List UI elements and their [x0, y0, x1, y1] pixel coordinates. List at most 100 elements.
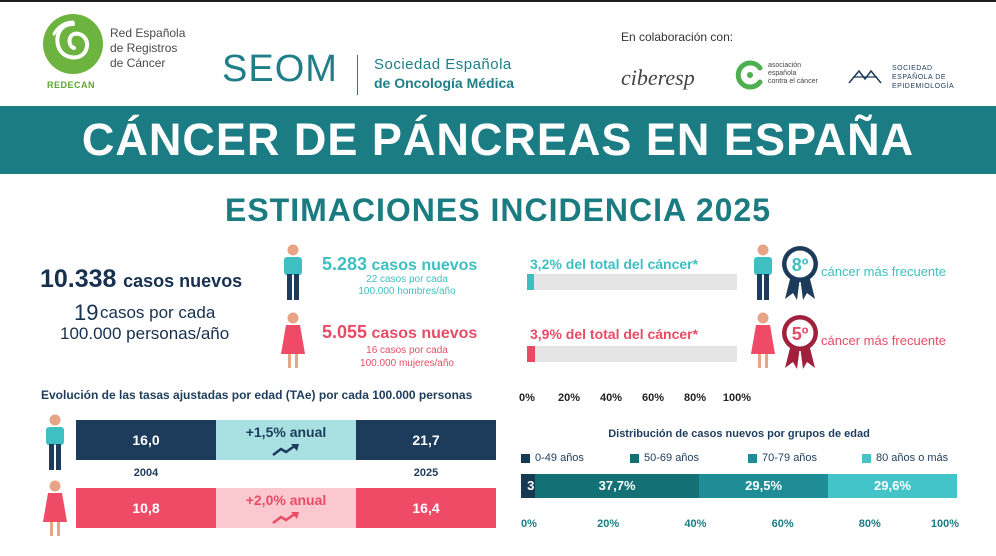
men-rank-ribbon: 8º	[781, 245, 819, 300]
age-segment	[521, 474, 535, 498]
age-distribution-bar: 3,2%37,7%29,5%29,6%	[521, 474, 957, 498]
distribution-axis-tick: 60%	[771, 518, 794, 530]
trend-up-icon	[272, 443, 299, 456]
year-end: 2025	[413, 467, 439, 479]
see-line: SOCIEDAD	[892, 65, 933, 72]
legend-label: 80 años o más	[876, 452, 949, 464]
pct-axis-tick: 100%	[722, 392, 752, 404]
women-cases: 5.055 casos nuevos	[322, 322, 477, 343]
ribbon-icon	[782, 246, 818, 300]
legend-swatch	[630, 453, 639, 463]
men-cases: 5.283 casos nuevos	[322, 254, 477, 275]
legend-item: 50-69 años	[630, 452, 699, 464]
redecan-name: Red Española de Registros de Cáncer	[110, 26, 230, 71]
total-cases: 10.338 casos nuevos	[40, 265, 242, 294]
women-rate-line2: 100.000 mujeres/año	[360, 358, 454, 369]
age-segment-label: 37,7%	[598, 478, 636, 493]
aecc-line: española	[768, 70, 797, 77]
legend-label: 50-69 años	[644, 452, 700, 464]
man-icon	[46, 414, 64, 470]
woman-icon	[751, 312, 775, 368]
men-rate-line1: 22 casos por cada	[366, 274, 448, 285]
legend-label: 70-79 años	[762, 452, 818, 464]
women-rank-ribbon: 5º	[781, 314, 819, 369]
see-logo-icon	[848, 69, 882, 84]
women-cases-number: 5.055	[322, 322, 368, 342]
pct-axis-tick: 40%	[599, 392, 623, 404]
legend-item: 80 años o más	[862, 452, 948, 464]
women-rate-2004: 10,8	[76, 488, 216, 528]
men-trend: +1,5% anual	[216, 420, 356, 460]
aecc-line: asociación	[768, 62, 802, 69]
men-pct-track	[527, 274, 737, 290]
women-cases-label: casos nuevos	[371, 325, 478, 342]
ribbon-icon	[782, 315, 818, 369]
legend-item: 70-79 años	[748, 452, 817, 464]
women-rate-line1: 16 casos por cada	[366, 345, 448, 356]
aecc-logo-icon	[735, 60, 763, 90]
trend-up-icon	[272, 511, 299, 524]
legend-swatch	[521, 453, 530, 463]
legend-label: 0-49 años	[535, 452, 584, 464]
legend-item: 0-49 años	[521, 452, 584, 464]
age-segment-label: 29,6%	[874, 478, 911, 493]
pct-axis-tick: 60%	[641, 392, 665, 404]
see-name: SOCIEDAD ESPAÑOLA DE EPIDEMIOLOGÍA	[892, 64, 954, 91]
age-segment	[534, 474, 700, 498]
distribution-axis-tick: 100%	[930, 518, 960, 530]
man-icon	[284, 244, 302, 300]
men-rank: 8º	[791, 255, 809, 275]
redecan-line: Red Española	[110, 26, 186, 40]
seom-divider	[357, 55, 358, 95]
ciberesp-logo: ciberesp	[621, 65, 695, 90]
age-segment	[699, 474, 828, 498]
aecc-line: contra el cáncer	[768, 78, 818, 85]
distribution-axis-tick: 0%	[521, 518, 537, 530]
total-cases-number: 10.338	[40, 265, 117, 293]
men-rate-line2: 100.000 hombres/año	[358, 286, 456, 297]
top-border	[0, 0, 996, 2]
men-pct-total: 3,2% del total del cáncer*	[530, 256, 699, 272]
pct-axis-tick: 20%	[557, 392, 581, 404]
aecc-name: asociación española contra el cáncer	[768, 62, 818, 86]
seom-name-line2: de Oncología Médica	[374, 75, 515, 91]
men-cases-number: 5.283	[322, 254, 368, 274]
age-segment	[827, 474, 957, 498]
women-pct-total: 3,9% del total del cáncer*	[530, 326, 699, 342]
total-rate-text: casos por cada	[100, 303, 216, 322]
pct-axis: 0% 20% 40% 60% 80% 100%	[519, 392, 752, 406]
seom-logo-text: SEOM	[222, 48, 338, 90]
evolution-title: Evolución de las tasas ajustadas por eda…	[41, 388, 473, 402]
women-pct-fill	[527, 346, 536, 362]
see-line: EPIDEMIOLOGÍA	[892, 83, 955, 90]
men-rate-2025: 21,7	[356, 420, 496, 460]
title-band	[0, 106, 996, 174]
seom-name-line1: Sociedad Española	[374, 56, 512, 73]
total-rate-number: 19	[74, 300, 99, 325]
total-cases-label: casos nuevos	[123, 271, 243, 291]
distribution-title: Distribución de casos nuevos por grupos …	[608, 428, 870, 440]
legend-swatch	[862, 453, 871, 463]
redecan-abbr: REDECAN	[47, 80, 96, 90]
see-line: ESPAÑOLA DE	[892, 74, 947, 81]
man-icon	[754, 244, 772, 300]
collaboration-label: En colaboración con:	[621, 30, 734, 44]
women-rank-text: cáncer más frecuente	[821, 333, 947, 348]
woman-icon	[43, 480, 67, 536]
distribution-axis-tick: 80%	[858, 518, 881, 530]
men-rate-2004: 16,0	[76, 420, 216, 460]
page-subtitle: ESTIMACIONES INCIDENCIA 2025	[224, 192, 772, 228]
distribution-axis-tick: 20%	[597, 518, 620, 530]
women-trend-label: +2,0% anual	[245, 492, 327, 508]
total-rate-unit: 100.000 personas/año	[60, 324, 230, 343]
distribution-axis: 0% 20% 40% 60% 80% 100%	[521, 518, 960, 532]
women-trend: +2,0% anual	[216, 488, 356, 528]
age-segment-label: 29,5%	[745, 478, 783, 493]
men-trend-label: +1,5% anual	[245, 424, 327, 440]
women-pct-track	[527, 346, 737, 362]
woman-icon	[281, 312, 305, 368]
men-rank-text: cáncer más frecuente	[821, 264, 947, 279]
men-cases-label: casos nuevos	[371, 257, 478, 274]
redecan-line: de Cáncer	[110, 56, 166, 70]
distribution-axis-tick: 40%	[684, 518, 707, 530]
